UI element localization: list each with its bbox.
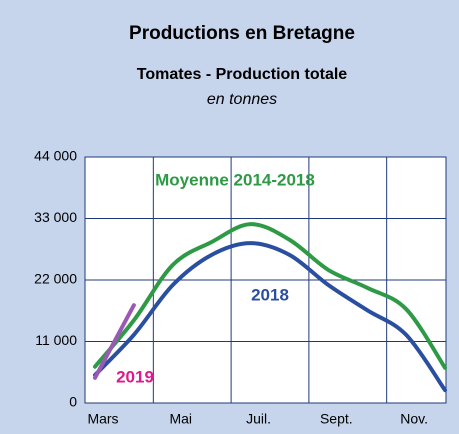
series-label: Moyenne 2014-2018	[155, 170, 315, 189]
series-line	[93, 303, 136, 380]
chart-subtitle: Tomates - Production totale	[137, 66, 347, 83]
y-tick-label: 11 000	[35, 332, 77, 348]
y-tick-label: 44 000	[34, 148, 77, 164]
y-tick-label: 33 000	[34, 209, 77, 225]
series-line	[93, 241, 447, 393]
series-label: 2018	[251, 285, 289, 304]
x-tick-label: Sept.	[320, 411, 353, 427]
series-label: 2019	[116, 367, 154, 386]
series-line	[93, 222, 447, 370]
chart-title: Productions en Bretagne	[129, 23, 355, 44]
y-tick-label: 22 000	[34, 271, 77, 287]
y-tick-label: 0	[69, 394, 77, 410]
plot-frame	[84, 156, 447, 404]
x-tick-label: Nov.	[400, 411, 428, 427]
x-tick-label: Mai	[169, 411, 192, 427]
x-tick-label: Juil.	[246, 411, 271, 427]
x-tick-label: Mars	[87, 411, 118, 427]
unit-label: en tonnes	[207, 91, 277, 108]
